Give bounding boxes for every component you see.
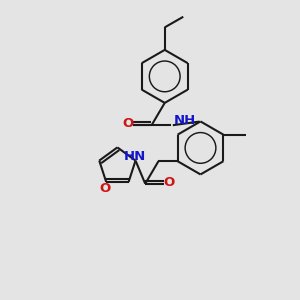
Text: NH: NH: [174, 115, 196, 128]
Text: HN: HN: [124, 150, 146, 163]
Text: O: O: [122, 117, 133, 130]
Text: O: O: [99, 182, 110, 195]
Text: O: O: [164, 176, 175, 189]
